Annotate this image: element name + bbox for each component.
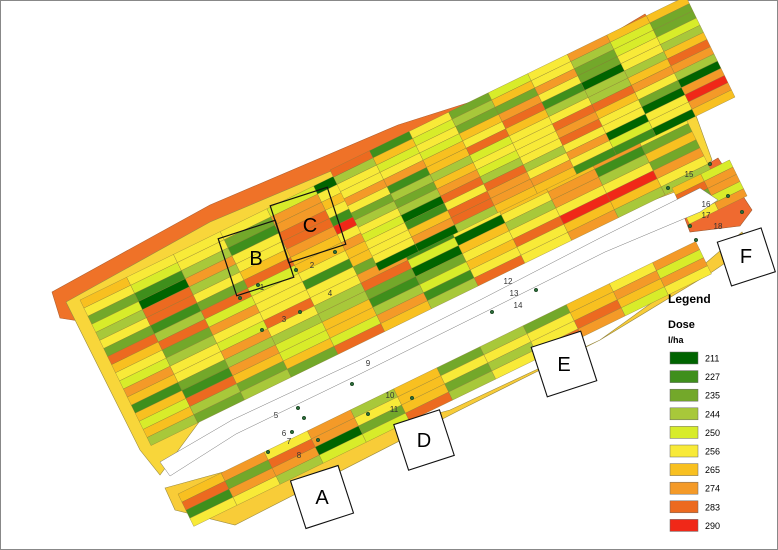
zone-box-d: D [393,409,455,471]
legend-value: 256 [705,447,720,457]
sample-point-marker [332,249,338,255]
dose-cells [79,0,748,527]
sample-point-marker [255,282,261,288]
sample-point-label: 9 [366,359,371,368]
sample-point-marker [293,267,299,273]
dose-cell [714,188,748,211]
sample-point-marker [365,411,371,417]
sample-point-label: 12 [504,277,513,286]
sample-point-label: 4 [328,289,333,298]
zone-label-e: E [557,354,570,376]
legend-swatch [669,519,699,532]
sample-point-marker [707,161,713,167]
sample-point-marker [237,295,243,301]
dose-cell [664,265,712,296]
zone-label-a: A [315,487,329,509]
sample-point-label: 2 [310,261,315,270]
sample-point-marker [533,287,539,293]
zone-box-a: A [289,464,355,530]
legend-swatch [669,426,699,439]
sample-point-marker [665,185,671,191]
sample-point-marker [687,223,693,229]
sample-point-marker [259,327,265,333]
sample-point-marker [409,395,415,401]
sample-point-marker [297,309,303,315]
zone-box-f: F [716,227,776,287]
legend-swatch [669,388,699,402]
zone-label-c: C [303,215,317,237]
legend-unit: l/ha [668,335,684,345]
sample-point-label: 10 [386,391,395,400]
sample-point-label: 16 [702,200,711,209]
legend-value: 227 [705,372,720,382]
legend-value: 244 [705,409,720,419]
dose-cell [691,89,736,117]
legend-swatch [669,370,699,383]
legend-value: 283 [705,502,720,512]
road [159,187,719,477]
sample-point-marker [289,429,295,435]
zone-label-b: B [249,248,262,270]
sample-point-label: 7 [287,437,292,446]
sample-point-label: 15 [685,170,694,179]
sample-point-label: 8 [297,451,302,460]
sample-point-marker [315,437,321,443]
zone-box-c: C [269,186,347,264]
zone-label-d: D [417,430,431,452]
sample-point-marker [265,449,271,455]
sample-point-label: 11 [390,405,399,414]
sample-point-marker [739,209,745,215]
legend-swatch [669,500,699,514]
sample-point-label: 17 [702,211,711,220]
sample-point-marker [489,309,495,315]
legend-title: Legend [668,292,711,306]
sample-point-label: 18 [714,222,723,231]
sample-point-label: 14 [514,301,523,310]
legend-swatch [669,407,699,421]
sample-point-marker [301,415,307,421]
sample-point-label: 6 [282,429,287,438]
legend-swatch [669,481,699,495]
legend-swatch [669,351,699,365]
sample-point-marker [295,405,301,411]
field-map [51,0,753,527]
legend: Legend Dose l/ha 211 227 235 244 250 256 265 27… [668,292,720,532]
sample-point-label: 5 [274,411,279,420]
zone-box-e: E [530,330,598,398]
legend-items: 211 227 235 244 250 256 265 274 283 290 [669,351,720,532]
zone-label-f: F [740,246,752,268]
sample-point-label: 13 [510,289,519,298]
legend-subtitle: Dose [668,319,695,331]
legend-value: 274 [705,484,720,494]
sample-point-marker [693,237,699,243]
legend-value: 265 [705,465,720,475]
legend-value: 250 [705,428,720,438]
legend-swatch [669,463,699,476]
legend-swatch [669,444,699,458]
sample-point-label: 3 [282,315,287,324]
legend-value: 211 [705,354,719,364]
legend-value: 235 [705,391,720,401]
sample-point-marker [725,193,731,199]
legend-value: 290 [705,521,720,531]
sample-point-marker [349,381,355,387]
